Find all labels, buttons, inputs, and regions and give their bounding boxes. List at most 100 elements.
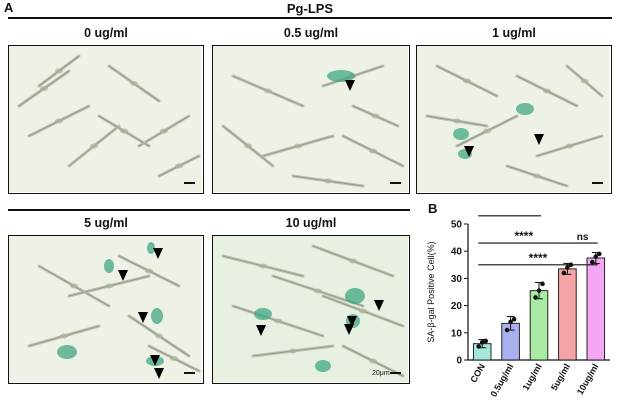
arrow-icon (154, 368, 164, 379)
arrow-icon (345, 80, 355, 91)
arrow-icon (118, 270, 128, 281)
image-label-10: 10 ug/ml (285, 216, 337, 230)
data-point (476, 344, 481, 349)
x-tick-label: CON (468, 362, 487, 384)
y-tick-label: 10 (451, 328, 463, 339)
scale-bar (592, 182, 603, 184)
data-point (536, 288, 542, 293)
data-point (597, 251, 602, 257)
y-tick-label: 50 (451, 220, 463, 231)
significance-label: **** (514, 229, 533, 243)
cell-nucleus (60, 333, 68, 339)
data-point (533, 295, 538, 300)
cell-nucleus (90, 143, 98, 149)
arrow-icon (344, 324, 354, 335)
group-title: Pg-LPS (286, 1, 334, 16)
cell-nucleus (244, 143, 252, 149)
image-label-1: 1 ug/ml (492, 26, 536, 40)
data-point (565, 265, 570, 270)
cell-nucleus (175, 163, 183, 169)
data-point (483, 338, 488, 344)
data-point (561, 270, 567, 276)
cell-nucleus (170, 356, 178, 361)
y-axis-label: SA-β-gal Positive Cell(%) (426, 241, 436, 342)
cell-nucleus (463, 78, 471, 84)
cell-nucleus (55, 118, 63, 124)
bar-chart: 0 10 20 30 40 50 SA-β-gal Positive Cell(%) CON 0… (426, 212, 610, 399)
x-tick-label: 5ug/ml (549, 362, 572, 392)
significance-label: **** (529, 251, 548, 265)
data-point (508, 319, 513, 325)
bar-1ug/ml (529, 290, 549, 361)
y-tick-label: 0 (456, 356, 462, 367)
data-point (511, 316, 517, 322)
micrograph-1 (416, 45, 612, 194)
arrow-icon (347, 316, 357, 327)
y-tick-label: 20 (451, 301, 463, 312)
cell-nucleus (130, 81, 138, 86)
data-point (540, 281, 545, 287)
data-point (590, 259, 595, 265)
bar-10ug/ml (586, 257, 606, 361)
panel-a-letter: A (4, 0, 14, 15)
x-tick-label: 1ug/ml (521, 362, 544, 392)
cell-nucleus (264, 88, 272, 94)
image-label-0-5: 0.5 ug/ml (283, 26, 339, 40)
cell-nucleus (70, 283, 78, 289)
cell-nucleus (483, 128, 491, 134)
scale-bar-label: 20μm (372, 370, 390, 377)
cell-nucleus (40, 86, 48, 91)
arrow-icon (153, 248, 163, 259)
cell-nucleus (294, 143, 302, 149)
micrograph-0-5 (212, 45, 410, 194)
x-tick-label: 10ug/ml (575, 362, 601, 396)
cell-nucleus (453, 118, 461, 124)
stained-cell (516, 103, 534, 115)
cell-nucleus (580, 78, 589, 84)
micrograph-5 (8, 235, 204, 384)
x-tick-label: 0.5ug/ml (488, 362, 515, 399)
data-point (593, 254, 599, 259)
arrow-icon (534, 134, 544, 145)
data-point (504, 327, 510, 333)
stained-cell (327, 70, 355, 82)
stained-cell (104, 259, 114, 273)
arrow-icon (374, 300, 384, 311)
data-point (479, 340, 485, 345)
stained-cell (151, 308, 163, 324)
arrow-icon (464, 146, 474, 157)
micrograph-0 (8, 45, 204, 194)
cell-nucleus (259, 263, 267, 269)
cell-nucleus (314, 288, 322, 294)
significance-label: *** (503, 212, 517, 216)
arrow-icon (150, 355, 160, 366)
group-rule (8, 17, 612, 19)
micrograph-10 (212, 235, 410, 384)
stained-cell (254, 308, 272, 320)
image-label-5: 5 ug/ml (84, 216, 128, 230)
stained-cell (345, 288, 365, 304)
cell-nucleus (371, 113, 380, 119)
row-rule (8, 209, 410, 211)
cell-nucleus (565, 143, 574, 149)
y-tick-label: 30 (451, 274, 463, 285)
scale-bar (184, 372, 195, 374)
stained-cell (453, 128, 469, 140)
cell-nucleus (274, 318, 282, 324)
stained-cell (147, 242, 155, 254)
scale-bar (390, 372, 401, 374)
cell-nucleus (369, 148, 377, 154)
cell-nucleus (145, 268, 153, 274)
y-tick-label: 40 (451, 247, 463, 258)
cell-nucleus (359, 308, 367, 314)
cell-nucleus (369, 358, 377, 364)
cell-nucleus (349, 258, 357, 264)
cell-nucleus (120, 128, 128, 134)
cell-nucleus (543, 88, 551, 94)
cell-nucleus (324, 178, 332, 184)
stained-cell (57, 345, 77, 359)
scale-bar (390, 182, 401, 184)
bar-5ug/ml (558, 268, 577, 361)
cell-nucleus (289, 348, 297, 354)
scale-bar (184, 182, 195, 184)
